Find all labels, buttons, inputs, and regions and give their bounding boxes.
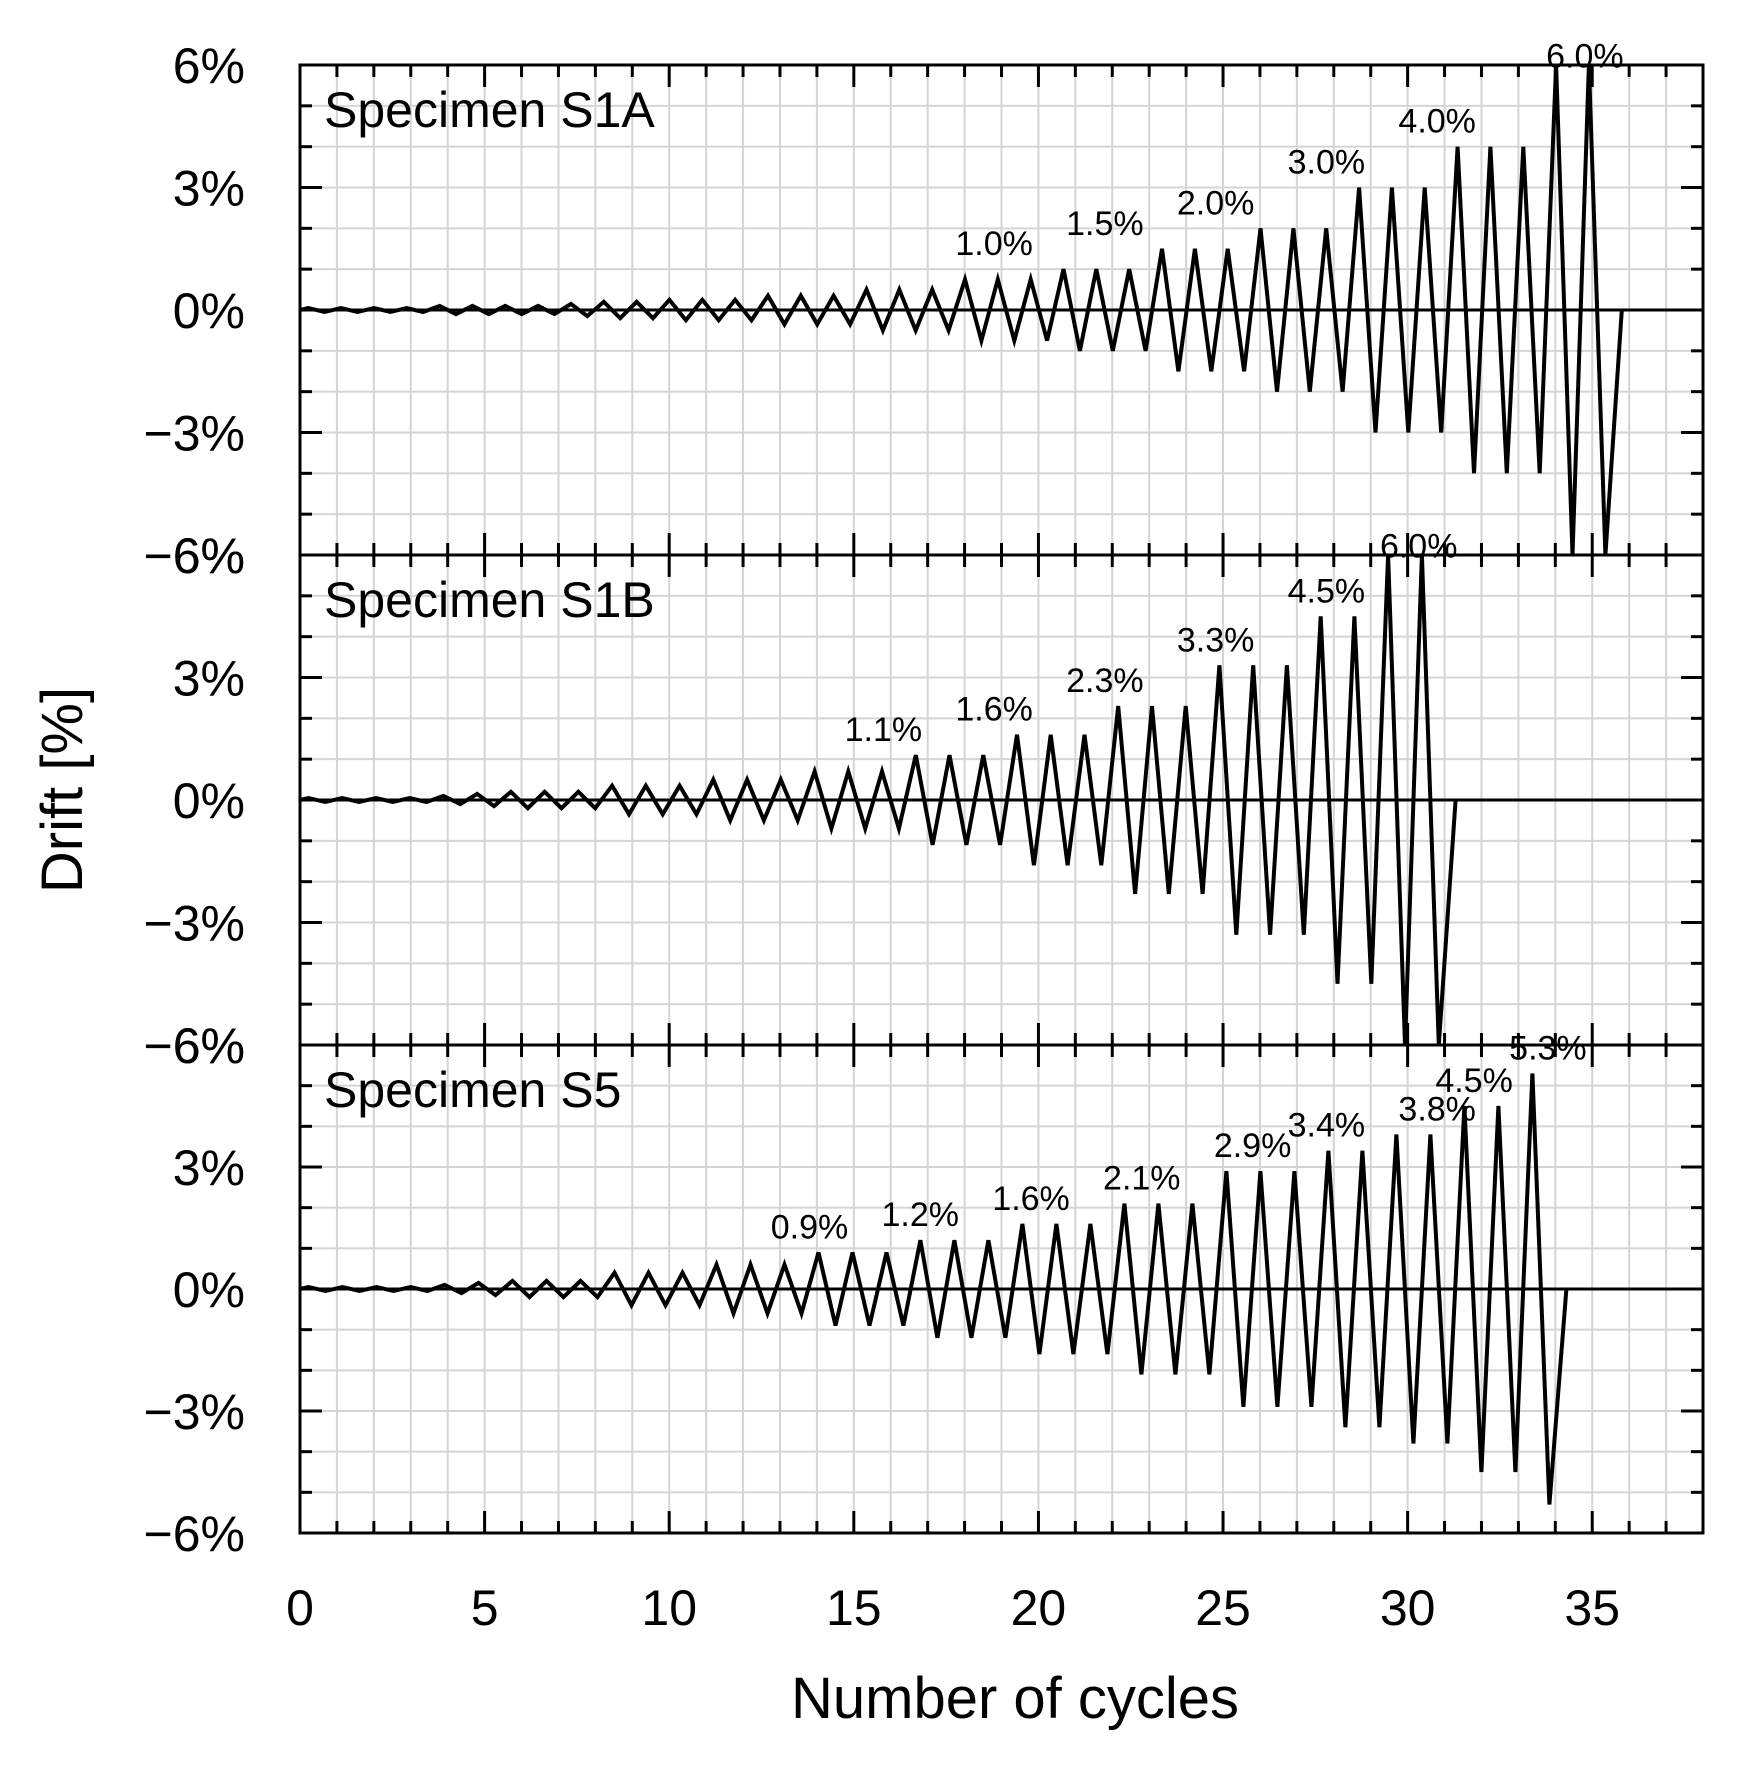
peak-annotation: 3.8% [1398,1090,1476,1128]
x-tick-label: 30 [1380,1580,1436,1636]
peak-annotation: 3.4% [1288,1107,1366,1145]
peak-annotation: 5.3% [1509,1029,1587,1067]
y-tick-label: −3% [144,1384,245,1440]
peak-annotation: 1.6% [992,1180,1070,1218]
peak-annotation: 2.9% [1214,1127,1292,1165]
peak-annotation: 4.0% [1398,103,1476,141]
peak-annotation: 6.0% [1380,527,1458,565]
y-tick-label: 3% [173,1140,245,1196]
y-tick-label: −6% [144,1506,245,1562]
x-tick-label: 5 [471,1580,499,1636]
frame-layer [298,63,1705,1535]
y-tick-label: −6% [144,1018,245,1074]
peak-annotation: 4.5% [1435,1062,1513,1100]
panel-title: Specimen S1A [324,82,655,138]
series-layer [299,64,1624,1505]
series-line-2 [299,1073,1569,1505]
y-tick-label: 0% [173,773,245,829]
y-tick-label: 3% [173,161,245,217]
panel-frame [298,1043,1705,1535]
x-tick-label: 35 [1564,1580,1620,1636]
peak-annotation: 2.0% [1177,184,1255,222]
y-tick-label: −6% [144,528,245,584]
series-line-1 [299,554,1458,1046]
y-tick-label: 0% [173,1262,245,1318]
peak-annotation: 1.0% [955,225,1033,263]
panel-title: Specimen S5 [324,1062,621,1118]
y-tick-label: −3% [144,406,245,462]
y-tick-label: 6% [173,528,245,584]
y-tick-label: 6% [173,1018,245,1074]
peak-annotation: 1.5% [1066,205,1144,243]
tick-layer [300,65,1703,1533]
peak-annotation: 3.3% [1177,621,1255,659]
peak-annotation: 1.6% [955,691,1033,729]
panel-title: Specimen S1B [324,572,655,628]
x-tick-label: 25 [1195,1580,1251,1636]
x-tick-label: 0 [286,1580,314,1636]
peak-annotation: 0.9% [771,1208,849,1246]
y-axis-title: Drift [%] [30,687,95,893]
label-layer: −6% −3% 0% 3% 6% Specimen S1A 1.0% 1.5% 2.0% 3.0%… [144,37,1624,1636]
peak-annotation: 3.0% [1288,144,1366,182]
y-tick-label: −3% [144,896,245,952]
y-tick-label: 3% [173,651,245,707]
x-tick-label: 20 [1011,1580,1067,1636]
peak-annotation: 2.1% [1103,1160,1181,1198]
y-tick-label: 6% [173,38,245,94]
peak-annotation: 6.0% [1546,37,1624,75]
peak-annotation: 1.1% [845,711,923,749]
x-tick-label: 10 [641,1580,697,1636]
y-tick-label: 0% [173,283,245,339]
peak-annotation: 1.2% [882,1196,960,1234]
x-tick-label: 15 [826,1580,882,1636]
peak-annotation: 2.3% [1066,662,1144,700]
x-axis-title: Number of cycles [791,1666,1239,1731]
peak-annotation: 4.5% [1288,572,1366,610]
series-line-0 [299,64,1624,556]
